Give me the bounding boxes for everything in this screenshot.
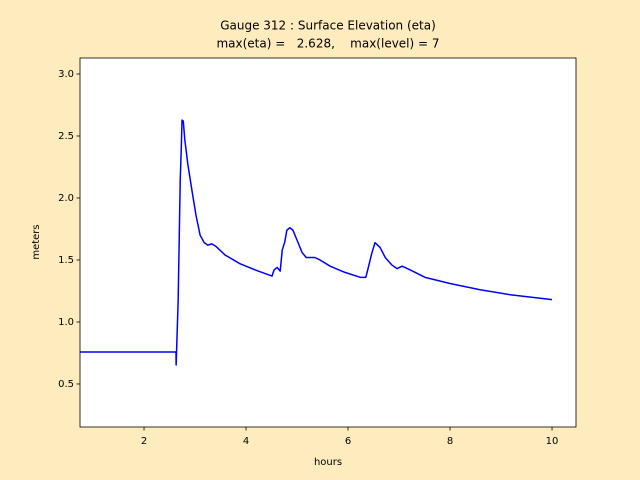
x-tick-label: 4 bbox=[243, 436, 249, 447]
x-axis-label: hours bbox=[314, 457, 342, 468]
x-tick-label: 8 bbox=[447, 436, 453, 447]
y-tick-label: 0.5 bbox=[58, 379, 74, 390]
y-tick-label: 2.5 bbox=[58, 131, 74, 142]
x-tick-label: 10 bbox=[546, 436, 559, 447]
chart-title: Gauge 312 : Surface Elevation (eta) bbox=[220, 19, 436, 33]
chart-subtitle: max(eta) = 2.628, max(level) = 7 bbox=[216, 37, 439, 51]
y-tick-label: 1.5 bbox=[58, 255, 74, 266]
y-tick-label: 2.0 bbox=[58, 193, 74, 204]
data-line bbox=[80, 119, 553, 366]
y-axis-label: meters bbox=[31, 224, 42, 259]
x-tick-label: 2 bbox=[141, 436, 147, 447]
plot-area bbox=[80, 58, 576, 427]
x-tick-label: 6 bbox=[345, 436, 351, 447]
y-tick-label: 1.0 bbox=[58, 317, 74, 328]
y-tick-label: 3.0 bbox=[58, 69, 74, 80]
axes-frame bbox=[79, 57, 577, 428]
